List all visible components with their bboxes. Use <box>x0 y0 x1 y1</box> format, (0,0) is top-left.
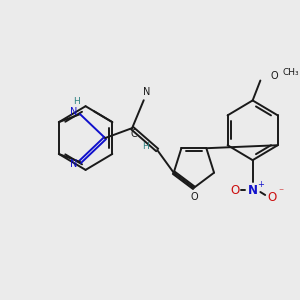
Text: +: + <box>257 179 264 188</box>
Text: O: O <box>270 70 278 80</box>
Text: ⁻: ⁻ <box>278 187 283 197</box>
Text: O: O <box>267 191 277 205</box>
Text: H: H <box>73 97 80 106</box>
Text: N: N <box>70 107 77 117</box>
Text: O: O <box>231 184 240 196</box>
Text: N: N <box>248 184 258 196</box>
Text: H: H <box>142 142 149 151</box>
Text: N: N <box>143 87 150 97</box>
Text: N: N <box>70 159 77 169</box>
Text: C: C <box>131 129 137 139</box>
Text: O: O <box>190 192 198 202</box>
Text: CH₃: CH₃ <box>283 68 299 77</box>
